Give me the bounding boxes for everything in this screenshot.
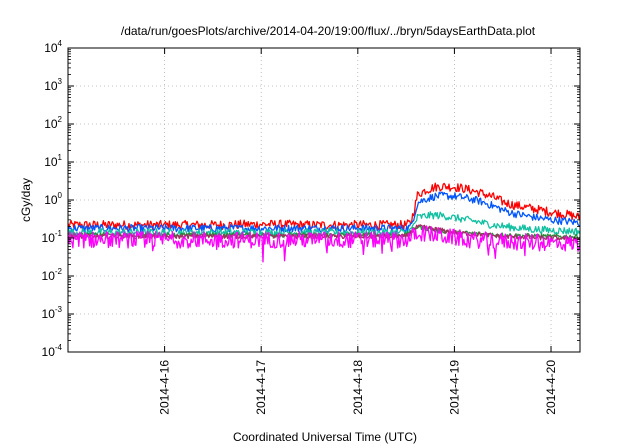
y-axis: 10-4 10-3 10-2 10-1 100 101 102 103 104 bbox=[42, 39, 580, 359]
chart-title: /data/run/goesPlots/archive/2014-04-20/1… bbox=[121, 24, 536, 38]
x-tick-label: 2014-4-19 bbox=[447, 360, 461, 415]
x-axis-label: Coordinated Universal Time (UTC) bbox=[233, 430, 417, 444]
series-line-0 bbox=[67, 182, 581, 231]
y-tick-label: 10-4 bbox=[42, 343, 63, 359]
x-tick-label: 2014-4-18 bbox=[351, 360, 365, 415]
y-tick-label: 104 bbox=[44, 39, 62, 55]
x-tick-label: 2014-4-16 bbox=[158, 360, 172, 415]
series-line-4 bbox=[67, 224, 581, 242]
y-axis-label: cGy/day bbox=[19, 178, 33, 222]
y-tick-label: 103 bbox=[44, 77, 62, 93]
x-tick-label: 2014-4-17 bbox=[254, 360, 268, 415]
series-line-5 bbox=[67, 225, 581, 263]
y-tick-label: 100 bbox=[44, 191, 62, 207]
y-tick-label: 10-3 bbox=[42, 305, 63, 321]
y-tick-label: 10-2 bbox=[42, 267, 63, 283]
series-group bbox=[67, 182, 581, 263]
y-tick-label: 10-1 bbox=[42, 229, 63, 245]
series-line-2 bbox=[67, 211, 581, 237]
x-tick-label: 2014-4-20 bbox=[544, 360, 558, 415]
y-tick-label: 101 bbox=[44, 153, 62, 169]
y-tick-label: 102 bbox=[44, 115, 62, 131]
grid bbox=[68, 48, 580, 352]
x-axis: 2014-4-16 2014-4-17 2014-4-18 2014-4-19 2014… bbox=[158, 48, 558, 415]
